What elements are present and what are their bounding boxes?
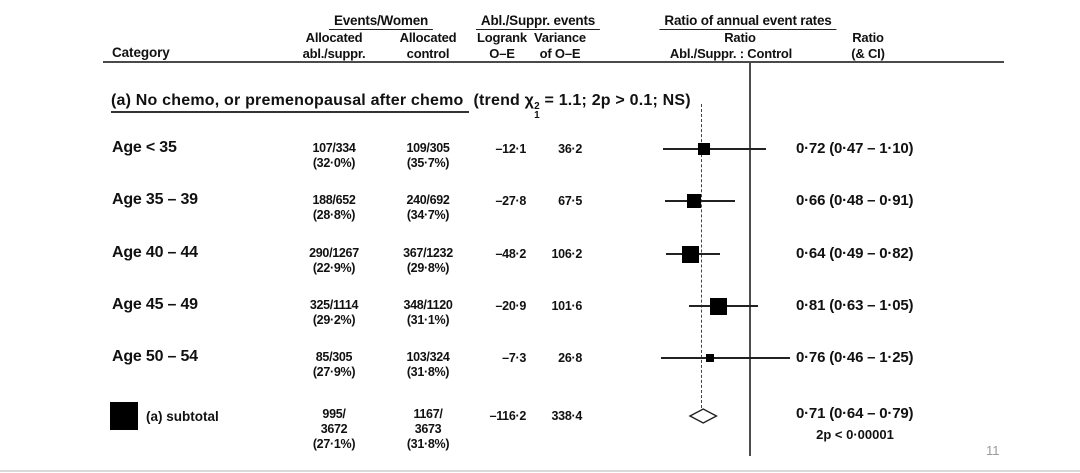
header-group-abl-suppr-events: Abl./Suppr. events xyxy=(475,13,601,30)
row-variance: 36·2 xyxy=(558,142,582,156)
row-events-ctrl: 348/1120 (31·1%) xyxy=(403,298,453,327)
figure-bottom-edge xyxy=(0,470,1080,472)
ci-whisker xyxy=(663,148,766,150)
row-ratio-text: 0·64 (0·49 – 0·82) xyxy=(796,245,914,262)
subtotal-ratio-text: 0·71 (0·64 – 0·79) xyxy=(796,405,914,422)
row-variance: 67·5 xyxy=(558,194,582,208)
row-variance: 26·8 xyxy=(558,351,582,365)
ratio-point-marker xyxy=(710,297,728,315)
header-control: control xyxy=(406,46,450,61)
subtotal-logrank-oe: –116·2 xyxy=(489,409,527,423)
row-events-abl: 107/334 (32·0%) xyxy=(312,141,356,170)
row-events-ctrl: 109/305 (35·7%) xyxy=(406,141,450,170)
section-heading: (a) No chemo, or premenopausal after che… xyxy=(111,92,691,120)
subtotal-square-icon xyxy=(110,402,138,430)
row-events-abl: 85/305 (27·9%) xyxy=(312,350,356,379)
header-rule xyxy=(103,61,1004,63)
row-ratio-text: 0·66 (0·48 – 0·91) xyxy=(796,192,914,209)
subtotal-p-value: 2p < 0·00001 xyxy=(816,427,894,442)
row-ratio-text: 0·81 (0·63 – 1·05) xyxy=(796,297,914,314)
section-title: (a) No chemo, or premenopausal after che… xyxy=(111,92,470,113)
row-label: Age 35 – 39 xyxy=(112,191,198,208)
row-label: Age 45 – 49 xyxy=(112,296,198,313)
row-ratio-text: 0·76 (0·46 – 1·25) xyxy=(796,349,914,366)
header-category: Category xyxy=(112,45,170,60)
subtotal-label: (a) subtotal xyxy=(146,409,219,424)
row-logrank-oe: –27·8 xyxy=(495,194,527,208)
ratio-point-marker xyxy=(687,194,702,208)
page-number: 11 xyxy=(986,443,1000,458)
header-ratio-ci: Ratio xyxy=(852,30,884,45)
row-logrank-oe: –12·1 xyxy=(495,142,527,156)
subtotal-diamond xyxy=(688,408,718,424)
subtotal-variance: 338·4 xyxy=(551,409,583,423)
header-abl-suppr-control: Abl./Suppr. : Control xyxy=(669,46,793,61)
row-events-ctrl: 367/1232 (29·8%) xyxy=(403,246,453,275)
row-label: Age 50 – 54 xyxy=(112,348,198,365)
header-of-o-minus-e: of O–E xyxy=(539,46,581,61)
header-variance: Variance xyxy=(534,30,586,45)
row-events-abl: 290/1267 (22·9%) xyxy=(309,246,359,275)
subtotal-events-abl: 995/ 3672 (27·1%) xyxy=(312,407,356,451)
subtotal-events-ctrl: 1167/ 3673 (31·8%) xyxy=(406,407,450,451)
ratio-point-marker xyxy=(697,143,710,155)
header-group-events-women: Events/Women xyxy=(328,13,434,30)
row-events-ctrl: 240/692 (34·7%) xyxy=(406,193,450,222)
header-group-ratio-annual-event-rates: Ratio of annual event rates xyxy=(659,13,837,30)
ci-whisker xyxy=(661,357,791,359)
header-abl-suppr: abl./suppr. xyxy=(302,46,366,61)
row-logrank-oe: –7·3 xyxy=(502,351,526,365)
row-ratio-text: 0·72 (0·47 – 1·10) xyxy=(796,140,914,157)
header-and-ci: (& CI) xyxy=(851,46,885,61)
row-variance: 106·2 xyxy=(551,247,583,261)
header-allocated-abl-1: Allocated xyxy=(305,30,363,45)
header-logrank: Logrank xyxy=(477,30,527,45)
row-logrank-oe: –48·2 xyxy=(495,247,527,261)
row-variance: 101·6 xyxy=(551,299,583,313)
row-events-abl: 188/652 (28·8%) xyxy=(312,193,356,222)
row-events-ctrl: 103/324 (31·8%) xyxy=(406,350,450,379)
row-logrank-oe: –20·9 xyxy=(495,299,527,313)
chi-symbol: χ xyxy=(524,92,535,109)
ratio-point-marker xyxy=(682,245,700,263)
header-allocated-ctrl-1: Allocated xyxy=(399,30,457,45)
dashed-overall-ratio-line xyxy=(701,104,702,408)
row-events-abl: 325/1114 (29·2%) xyxy=(309,298,359,327)
ratio-reference-line xyxy=(749,63,751,456)
header-o-minus-e: O–E xyxy=(489,46,515,61)
row-label: Age 40 – 44 xyxy=(112,244,198,261)
ratio-point-marker xyxy=(706,354,715,362)
header-ratio: Ratio xyxy=(724,30,756,45)
row-label: Age < 35 xyxy=(112,139,177,156)
